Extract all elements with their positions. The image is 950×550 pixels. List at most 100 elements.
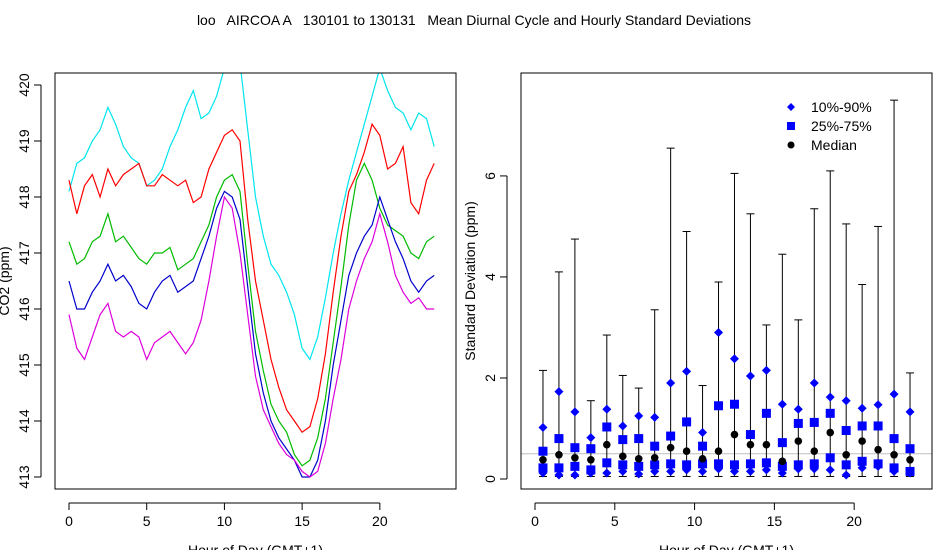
median-point (603, 440, 611, 449)
p25-75-lower-point (682, 460, 692, 470)
p25-75-lower-point (841, 460, 851, 470)
left-x-tick-label: 5 (143, 513, 151, 529)
p25-75-lower-point (714, 459, 724, 469)
whiskers-group (538, 99, 915, 477)
p25-75-lower-point (889, 463, 899, 473)
p10-90-lower-point (554, 470, 564, 480)
p10-90-lower-point (761, 465, 771, 475)
co2-series-line-4 (68, 190, 435, 478)
median-point (778, 457, 787, 466)
p25-75-upper-point (682, 417, 692, 427)
p25-75-lower-point (809, 459, 819, 469)
legend: 10%-90% 25%-75% Median (787, 99, 872, 153)
median-point (794, 437, 803, 445)
p10-90-lower-point (666, 466, 676, 476)
p10-90-upper-point (873, 400, 883, 410)
p25-75-lower-point (761, 458, 771, 468)
p25-75-lower-point (873, 459, 883, 469)
left-y-tick-label: 419 (16, 129, 32, 153)
p10-90-upper-point (538, 422, 548, 432)
p10-90-upper-point (729, 354, 739, 364)
p25-75-upper-point (650, 441, 660, 451)
p10-90-upper-point (698, 428, 708, 438)
p25-75-upper-point (602, 422, 612, 432)
p10-90-lower-point (634, 469, 644, 479)
p25-75-upper-point (666, 431, 676, 441)
p25-75-upper-point (793, 418, 803, 428)
right-x-tick-label: 20 (846, 513, 862, 529)
median-point (906, 456, 914, 464)
median-point (714, 447, 723, 456)
p25-75-lower-point (729, 460, 739, 470)
median-point (826, 428, 835, 437)
right-x-tick-label: 10 (687, 513, 703, 529)
median-point (858, 437, 866, 445)
p10-90-upper-point (666, 378, 676, 388)
median-point (555, 450, 563, 459)
p10-90-upper-point (554, 387, 564, 397)
p10-90-lower-point (698, 466, 708, 476)
p25-75-upper-point (857, 421, 867, 431)
p10-90-lower-point (602, 468, 612, 478)
p25-75-upper-point (729, 399, 739, 409)
right-x-tick-label: 5 (611, 513, 619, 529)
p10-90-lower-point (825, 465, 835, 475)
legend-marker-circle (787, 141, 795, 149)
right-y-tick-label: 4 (482, 273, 498, 281)
median-point (618, 452, 627, 461)
median-point (762, 440, 771, 449)
median-point (746, 440, 755, 449)
p25-75-upper-point (761, 408, 771, 418)
p25-75-upper-point (714, 401, 724, 411)
left-x-tick-label: 15 (294, 513, 310, 529)
figure-title: loo AIRCOA A 130101 to 130131 Mean Diurn… (197, 12, 751, 28)
left-y-tick-label: 420 (16, 73, 32, 97)
left-x-tick-label: 20 (372, 513, 388, 529)
p25-75-lower-point (666, 459, 676, 469)
median-point (842, 450, 850, 459)
left-y-tick-label: 418 (16, 185, 32, 209)
p25-75-lower-point (634, 461, 644, 471)
p25-75-lower-point (793, 460, 803, 470)
co2-series-line-5 (68, 195, 435, 478)
left-x-tick-label: 0 (65, 513, 73, 529)
right-y-tick-label: 0 (482, 475, 498, 483)
p10-90-upper-point (618, 421, 628, 431)
right-y-tick-label: 2 (482, 374, 498, 382)
median-point (539, 456, 547, 464)
p25-75-upper-point (570, 443, 580, 453)
median-point (650, 453, 659, 462)
right-y-axis-title: Standard Deviation (ppm) (462, 201, 478, 361)
median-point (730, 430, 739, 439)
right-x-axis-title: Hour of Day (GMT+1) (659, 542, 794, 550)
p25-75-upper-point (777, 438, 787, 448)
p25-75-lower-point (570, 461, 580, 471)
left-y-tick-label: 417 (16, 241, 32, 265)
mean-diurnal-cycle-panel: 0 5 10 15 20 413 414 415 416 417 418 419 420 Hour of … (0, 72, 457, 550)
p10-90-upper-point (793, 404, 803, 414)
legend-label: 25%-75% (811, 118, 872, 134)
p25-75-lower-point (777, 461, 787, 471)
p25-75-lower-point (857, 456, 867, 466)
p25-75-upper-point (905, 444, 915, 454)
p25-75-upper-point (554, 434, 564, 444)
p10-90-upper-point (634, 411, 644, 421)
left-y-tick-label: 416 (16, 297, 32, 321)
p10-90-upper-point (841, 396, 851, 406)
p25-75-upper-point (825, 408, 835, 418)
p10-90-upper-point (825, 392, 835, 402)
right-plot-frame (520, 72, 933, 490)
p10-90-upper-point (714, 328, 724, 338)
p25-75-lower-point (650, 460, 660, 470)
p25-75-upper-point (841, 426, 851, 436)
p25-75-upper-point (698, 441, 708, 451)
p25-75-lower-point (905, 466, 915, 476)
p10-90-upper-point (777, 399, 787, 409)
p10-90-upper-point (650, 412, 660, 422)
left-y-tick-label: 414 (16, 409, 32, 433)
markers-group (538, 328, 915, 480)
p10-90-upper-point (905, 407, 915, 417)
p25-75-upper-point (745, 430, 755, 440)
median-point (682, 447, 691, 456)
